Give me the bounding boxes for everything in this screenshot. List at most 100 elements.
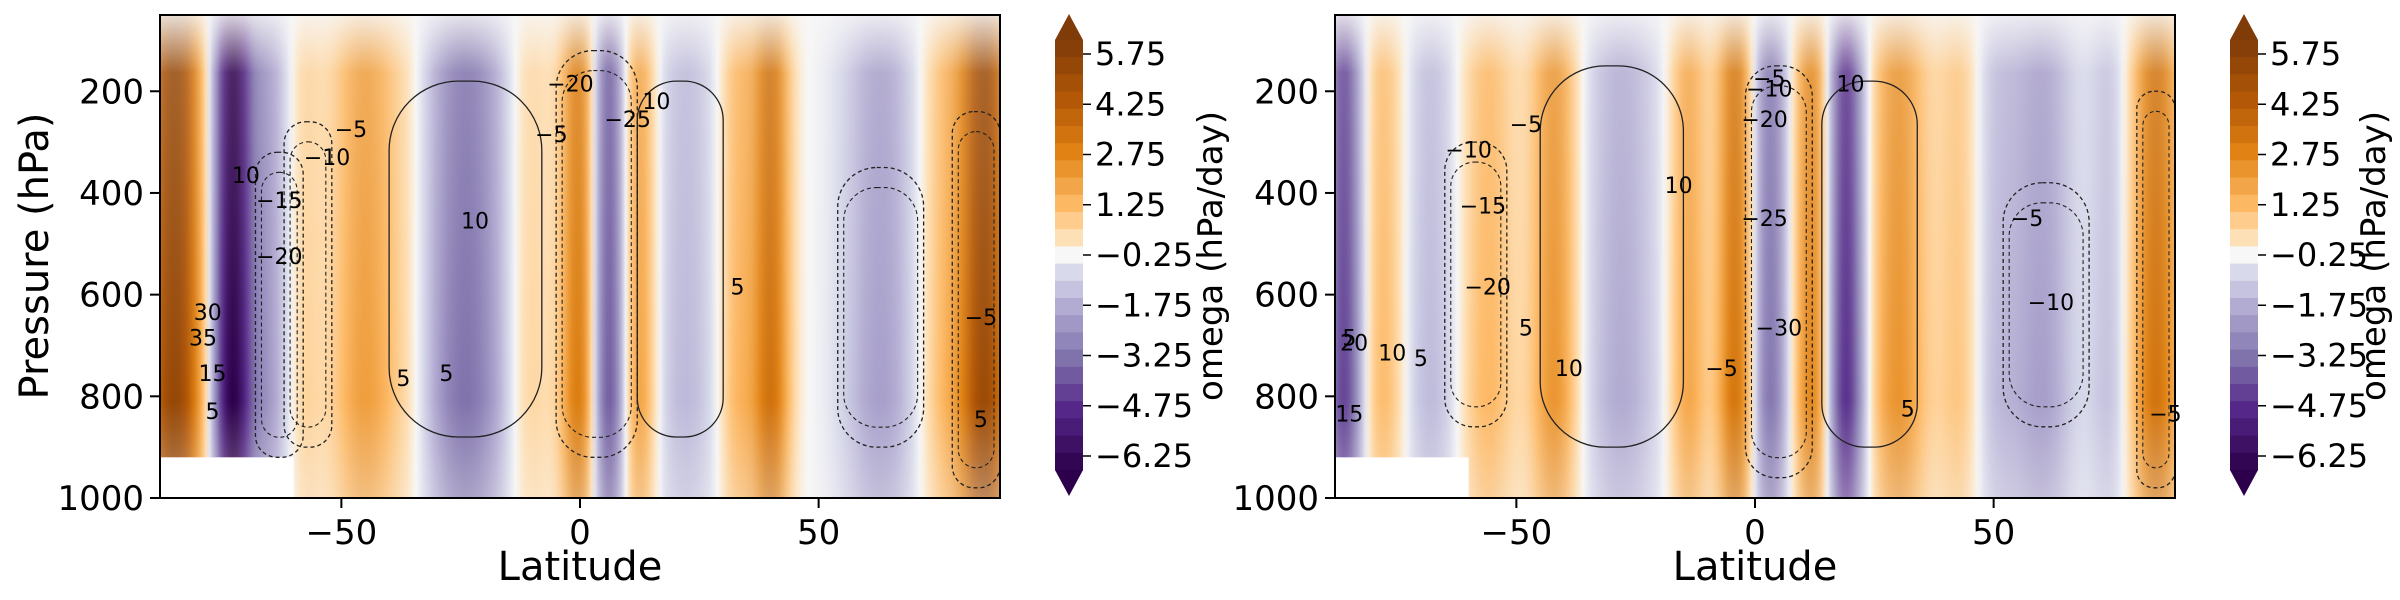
- contour-label: −15: [1460, 194, 1506, 219]
- omega-field-right: [1335, 15, 2175, 498]
- contour-label: −20: [256, 245, 302, 270]
- colorbar-tick-label: −6.25: [2270, 437, 2368, 475]
- colorbar-tick-label: 4.25: [1095, 85, 1166, 123]
- colorbar-tick-label: 5.75: [2270, 35, 2341, 73]
- colorbar-segment: [2230, 246, 2258, 265]
- y-tick-label: 1000: [57, 479, 144, 519]
- colorbar-tick-label: −0.25: [2270, 236, 2368, 274]
- contour-label: 15: [199, 362, 227, 387]
- colorbar-segment: [2230, 74, 2258, 93]
- colorbar-segment: [2230, 194, 2258, 213]
- contour-line: [1750, 85, 1807, 459]
- x-tick-label: 0: [569, 513, 591, 553]
- contour-label: −25: [1741, 207, 1787, 232]
- contour-label: 30: [194, 301, 222, 326]
- colorbar-segment: [1055, 229, 1083, 247]
- contour-label: −25: [605, 108, 651, 133]
- colorbar-tick-label: −4.75: [2270, 387, 2368, 425]
- colorbar-segment: [1055, 40, 1083, 58]
- contour-line: [636, 80, 724, 438]
- contour-label: 10: [1665, 174, 1693, 199]
- contour-label: −30: [1756, 316, 1802, 341]
- y-tick-label: 200: [79, 72, 144, 112]
- x-tick-label: −50: [1480, 513, 1552, 553]
- colorbar-tick-label: −1.75: [2270, 286, 2368, 324]
- colorbar-segment: [2230, 263, 2258, 282]
- colorbar-segment: [1055, 74, 1083, 93]
- contour-line: [1821, 80, 1918, 448]
- contour-label: 10: [642, 90, 670, 115]
- colorbar-tick-label: 4.25: [2270, 85, 2341, 123]
- colorbar-segment: [2230, 108, 2258, 127]
- colorbar-segment: [2230, 177, 2258, 196]
- y-axis-title-left: Pressure (hPa): [12, 113, 58, 400]
- colorbar-segment: [1055, 108, 1083, 127]
- x-tick-label: −50: [305, 513, 377, 553]
- colorbar-segment: [2230, 349, 2258, 368]
- y-tick-label: 1000: [1232, 479, 1319, 519]
- contour-line: [388, 80, 543, 438]
- contour-line: [260, 171, 298, 438]
- contour-line: [283, 121, 333, 448]
- contour-line: [837, 166, 925, 448]
- contour-label: 5: [974, 408, 988, 433]
- colorbar-tick-label: −3.25: [2270, 337, 2368, 375]
- colorbar-segment: [2230, 401, 2258, 419]
- colorbar-segment: [2230, 91, 2258, 110]
- contour-label: −5: [2149, 403, 2181, 428]
- colorbar-segment: [2230, 143, 2258, 161]
- contour-label: 5: [1901, 398, 1915, 423]
- colorbar-title-right: omega (hPa/day): [2354, 111, 2394, 401]
- colorbar-tick-label: 5.75: [1095, 35, 1166, 73]
- contour-line: [1744, 65, 1813, 479]
- colorbar-segment: [1055, 280, 1083, 299]
- contour-label: −20: [547, 72, 593, 97]
- contour-line: [1444, 141, 1508, 428]
- colorbar-segment: [1055, 435, 1083, 454]
- x-tick-label: 50: [1972, 513, 2015, 553]
- y-tick-label: 600: [1254, 276, 1319, 316]
- colorbar-tick-label: 1.25: [1095, 186, 1166, 224]
- y-ticks-right: 200 400 600 800 1000: [1232, 72, 1335, 519]
- contour-line: [254, 151, 304, 458]
- x-axis-title-right: Latitude: [1673, 544, 1838, 590]
- omega-vertical-fade: [160, 15, 1000, 498]
- colorbar-segment: [2230, 418, 2258, 437]
- colorbar-segment: [1055, 332, 1083, 351]
- contour-label: 5: [1414, 347, 1428, 372]
- contour-line: [843, 186, 919, 428]
- contour-line: [2142, 110, 2170, 469]
- surface-mask: [1335, 457, 1469, 498]
- x-tick-label: 50: [797, 513, 840, 553]
- contour-label: 10: [461, 210, 489, 235]
- contour-label: −5: [965, 306, 997, 331]
- contour-line: [289, 141, 327, 428]
- colorbar-tick-label: −4.75: [1095, 387, 1193, 425]
- colorbar-segment: [2230, 229, 2258, 247]
- contour-label: −5: [1705, 357, 1737, 382]
- colorbar-tick-label: −6.25: [1095, 437, 1193, 475]
- colorbar-extend-top: [2230, 14, 2258, 40]
- contour-label: −10: [1445, 138, 1491, 163]
- y-tick-label: 400: [79, 174, 144, 214]
- colorbar-segment: [1055, 452, 1083, 471]
- colorbar-tick-label: −0.25: [1095, 236, 1193, 274]
- colorbar-segment: [1055, 143, 1083, 161]
- contour-line: [2002, 182, 2090, 428]
- colorbar-segment: [1055, 298, 1083, 316]
- contour-label: −20: [1741, 108, 1787, 133]
- surface-mask: [160, 457, 294, 498]
- colorbar-segment: [2230, 57, 2258, 75]
- colorbar-segment: [1055, 384, 1083, 402]
- colorbar-tick-label: −1.75: [1095, 286, 1193, 324]
- x-axis-title-left: Latitude: [498, 544, 663, 590]
- colorbar-segment: [1055, 263, 1083, 282]
- colorbar-segment: [1055, 349, 1083, 368]
- colorbar-segment: [1055, 194, 1083, 213]
- colorbar-extend-bottom: [1055, 470, 1083, 496]
- contour-label: −10: [2028, 291, 2074, 316]
